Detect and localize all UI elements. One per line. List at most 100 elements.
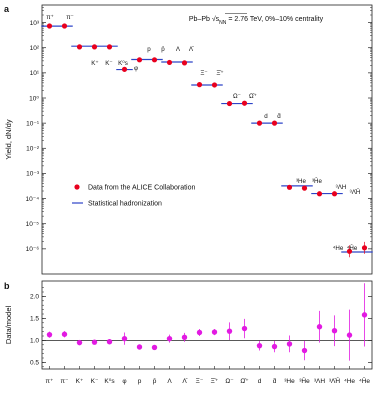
panel-b: b 2.0 1.5 1.0 0.5 Data/model π⁺ π⁻ K⁺ K⁻ K⁰s φ p p̄ Λ Λ… [4,280,373,385]
data-point [331,191,338,197]
data-point [241,100,248,106]
x-tick-label: Ξ̄⁺ [211,378,219,385]
x-tick-label: ³ΛH [314,378,326,385]
ratio-point [151,344,158,351]
ratio-point [346,332,353,338]
x-tick-label: ⁴He [344,378,355,385]
y-axis-label: Yield, dN/dy [4,119,13,159]
panel-a-letter: a [4,4,10,14]
particle-label: ³ΛH [336,184,347,191]
particle-label: ³Λ̄H̄ [350,189,361,196]
data-point [211,82,218,88]
ratio-point [286,341,293,347]
x-tick-label: φ [122,378,126,385]
x-tick-label: ³He [284,378,295,385]
collision-info: Pb–Pb √sNN = 2.76 TeV, 0%–10% centrality [189,15,324,26]
particle-label: ³H̄e [312,178,323,185]
ratio-point [361,312,368,318]
x-tick-label: d [258,378,262,385]
data-point [181,60,188,66]
x-tick-label: Ξ⁻ [196,378,204,385]
data-point [271,120,278,126]
data-point [256,120,263,126]
data-point [151,57,158,63]
data-point [166,59,173,66]
data-point [346,248,353,254]
particle-label: ⁴He [333,245,344,252]
legend-data-marker [74,184,80,190]
ratio-point [106,339,113,345]
y-tick-label: 1.0 [30,338,39,345]
particle-label: Ω̄⁺ [249,93,257,100]
ratio-point [61,331,68,337]
particle-label: K⁻ [105,60,112,67]
data-point [91,44,98,50]
particle-label: Λ̄ [189,46,194,53]
particle-label: π⁺ [46,14,54,21]
y-tick-label: 10⁻² [26,146,40,153]
legend-model-label: Statistical hadronization [88,201,162,208]
particle-label: p̄ [161,46,165,53]
data-point [226,100,233,107]
particle-label: Λ [176,46,181,53]
info-energy-rest: = 2.76 TeV, 0%–10% centrality [226,16,323,23]
data-point [301,185,308,191]
ratio-point [136,344,143,350]
y-tick-label: 10⁰ [29,95,39,102]
panel-b-letter: b [4,281,10,291]
info-system: Pb–Pb [189,16,212,23]
data-point [106,44,113,50]
y-tick-label: 0.5 [30,360,39,367]
y-tick-label: 10⁻⁶ [26,246,40,253]
particle-label: K⁺ [91,60,98,67]
x-tick-label: K⁺ [76,378,84,385]
panel-a-frame [41,4,373,275]
legend-data-label: Data from the ALICE Collaboration [88,185,195,192]
ratio-point [226,328,233,334]
y-tick-label: 10⁻⁴ [26,196,40,203]
particle-label: ⁴H̄e [347,245,358,252]
data-point [196,82,203,88]
particle-label: d̄ [277,113,281,120]
data-point [121,66,128,72]
y-tick-label: 10⁻³ [26,171,40,178]
x-tick-label: ⁴H̄e [359,377,370,385]
x-tick-label: ³H̄e [299,377,310,385]
particle-label: ³He [296,178,307,185]
y-tick-label: 2.0 [30,294,39,301]
x-tick-label: Ω̄⁺ [240,378,248,385]
data-point [46,23,53,29]
ratio-point [301,347,308,354]
particle-label: φ [134,65,138,72]
x-tick-label: ³Λ̄H̄ [329,377,341,385]
particle-label: π⁻ [66,14,74,21]
ratio-point [331,328,338,334]
ratio-point [181,334,188,341]
ratio-point [271,343,278,350]
particle-label: d [264,113,268,120]
x-tick-label: Ω⁻ [225,378,233,385]
ratio-point [121,335,128,342]
data-point [361,245,368,251]
ratio-point [46,331,53,338]
particle-label: p [147,46,151,53]
x-tick-label: π⁺ [46,378,54,385]
panel-b-frame [41,280,373,370]
y-axis-label: Data/model [4,305,13,344]
info-energy-sub: NN [219,20,227,26]
x-tick-label: p [138,378,142,385]
ratio-point [211,329,218,335]
y-tick-label: 10⁻⁵ [26,221,40,228]
data-point [61,23,68,29]
x-tick-label: K⁻ [91,378,99,385]
x-tick-label: d̄ [273,378,277,385]
y-tick-label: 1.5 [30,316,39,323]
y-tick-label: 10⁻¹ [26,120,40,127]
ratio-point [166,335,173,342]
info-energy: √s [212,15,220,23]
ratio-point [196,329,203,336]
y-tick-label: 10³ [30,20,40,27]
data-point [316,191,323,197]
